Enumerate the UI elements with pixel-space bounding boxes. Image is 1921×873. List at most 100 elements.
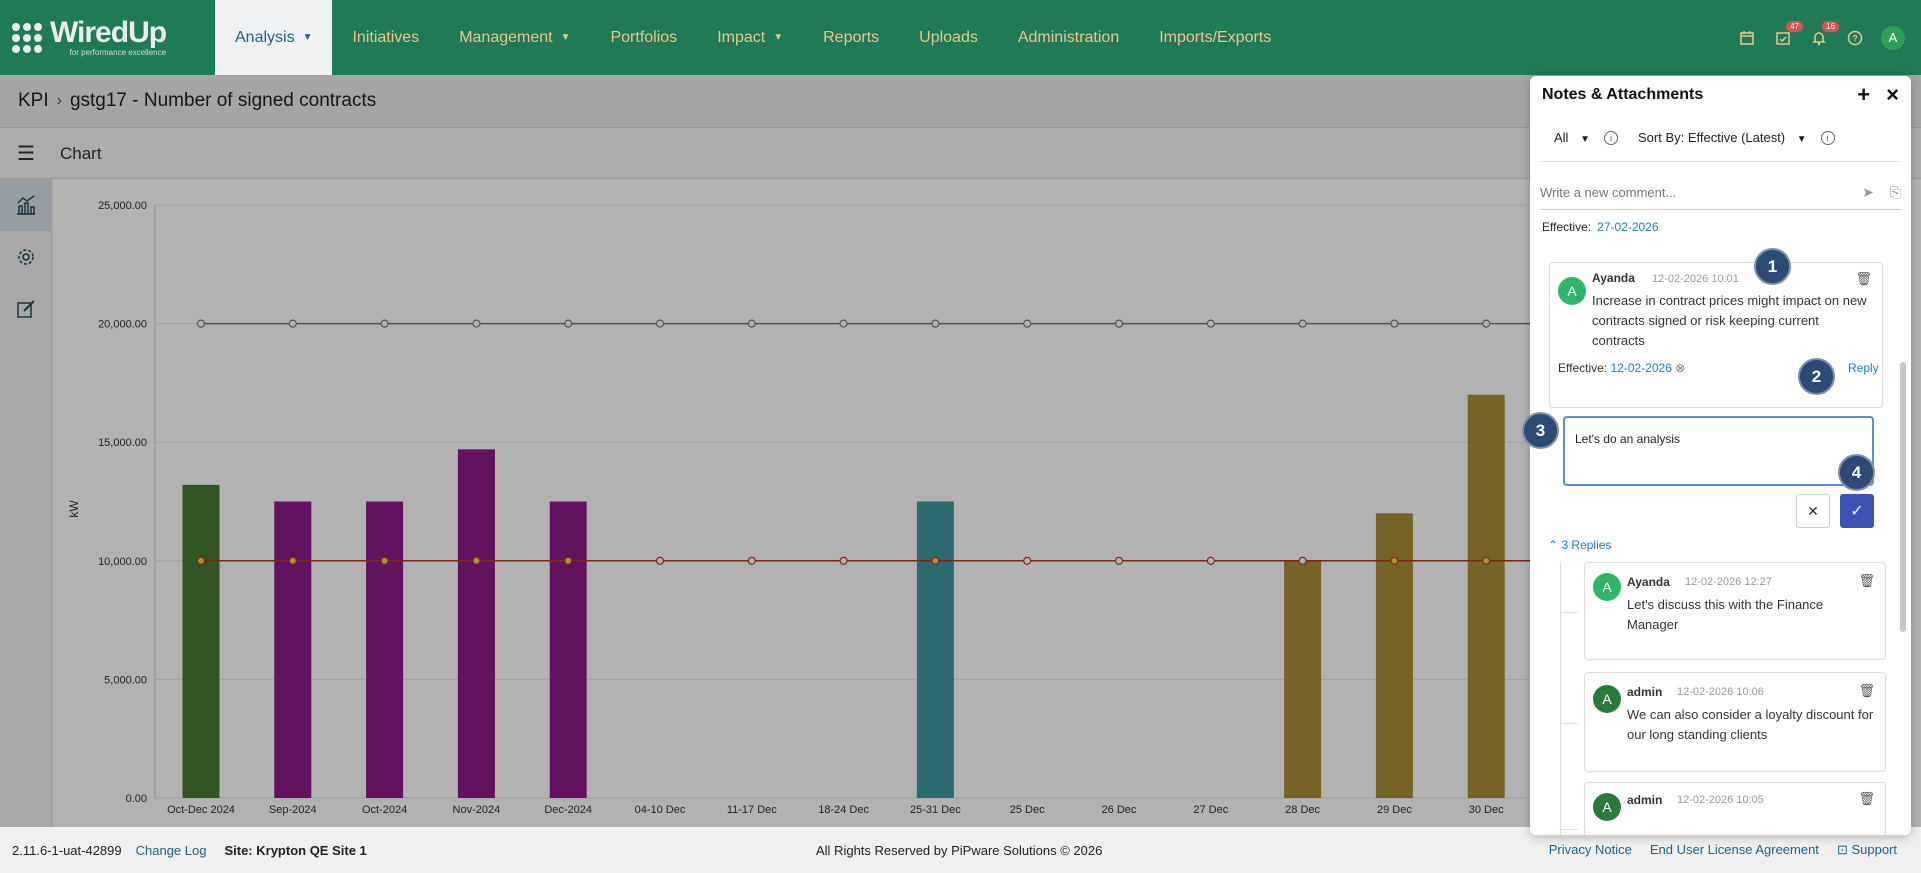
cancel-reply-button[interactable]: ✕	[1796, 494, 1830, 528]
panel-scrollbar[interactable]	[1899, 262, 1907, 835]
nav-reports[interactable]: Reports	[803, 0, 899, 75]
chevron-up-icon: ⌃	[1548, 538, 1562, 552]
y-tick-label: 10,000.00	[98, 556, 147, 568]
filter-select[interactable]: All ▼	[1554, 130, 1590, 145]
nav-management-label: Management	[459, 28, 553, 46]
bar	[274, 501, 312, 798]
nav-initiatives-label: Initiatives	[352, 28, 420, 46]
nav-portfolios[interactable]: Portfolios	[590, 0, 697, 75]
nav-portfolios-label: Portfolios	[610, 28, 678, 46]
changelog-link[interactable]: Change Log	[135, 842, 207, 858]
scrollbar-thumb[interactable]	[1900, 362, 1906, 632]
tasks-icon[interactable]: 47	[1773, 20, 1803, 48]
x-tick-label: Nov-2024	[453, 804, 501, 816]
note-effective: Effective: 12-02-2026 ⊗	[1558, 361, 1685, 375]
add-icon[interactable]: +	[1857, 82, 1871, 107]
trash-icon[interactable]: 🗑	[1858, 683, 1875, 698]
panel-header: Notes & Attachments + ×	[1530, 76, 1911, 114]
line-point	[380, 556, 389, 565]
send-icon[interactable]: ➤	[1862, 184, 1874, 200]
sort-value: Sort By: Effective (Latest)	[1637, 130, 1786, 145]
new-comment-field[interactable]: Write a new comment... ➤ ⎘	[1540, 176, 1901, 210]
x-tick-label: 28 Dec	[1285, 804, 1320, 816]
line-point	[931, 319, 940, 328]
submit-reply-button[interactable]: ✓	[1840, 494, 1874, 528]
x-tick-label: 27 Dec	[1193, 804, 1228, 816]
line-point	[747, 556, 756, 565]
clear-date-icon[interactable]: ⊗	[1675, 361, 1686, 375]
nav-impact[interactable]: Impact ▼	[697, 0, 803, 75]
line-point	[1023, 319, 1032, 328]
user-avatar[interactable]: A	[1881, 25, 1905, 50]
x-tick-label: 04-10 Dec	[635, 804, 686, 816]
brand-tagline: for performance excellence	[69, 48, 167, 57]
reply-time: 12-02-2026 10:06	[1677, 686, 1764, 698]
info-icon[interactable]: i	[1603, 130, 1618, 145]
breadcrumb-root[interactable]: KPI	[18, 90, 49, 111]
reply-author: Ayanda	[1627, 575, 1670, 589]
app-version: 2.11.6-1-uat-42899	[12, 842, 122, 858]
notes-list[interactable]: A Ayanda 12-02-2026 10:01 🗑 Increase in …	[1530, 262, 1901, 835]
avatar: A	[1558, 277, 1586, 305]
trash-icon[interactable]: 🗑	[1855, 271, 1872, 286]
menu-icon[interactable]: ☰	[17, 143, 35, 165]
brand-logo[interactable]: WiredUp for performance excellence	[0, 0, 215, 75]
eula-link[interactable]: End User License Agreement	[1649, 842, 1819, 857]
reply-body: We can also consider a loyalty discount …	[1627, 707, 1874, 742]
chart-view-icon[interactable]	[0, 179, 52, 231]
close-icon[interactable]: ×	[1886, 82, 1899, 107]
note-time: 12-02-2026 10:01	[1652, 273, 1739, 285]
nav-administration[interactable]: Administration	[998, 0, 1139, 75]
side-rail	[0, 179, 52, 827]
caret-down-icon: ▼	[302, 32, 313, 43]
chevron-right-icon: ›	[56, 92, 62, 109]
line-point	[747, 319, 756, 328]
y-tick-label: 5,000.00	[104, 674, 147, 686]
top-navbar: WiredUp for performance excellence Analy…	[0, 0, 1921, 75]
reply-time: 12-02-2026 12:27	[1685, 576, 1772, 588]
edit-icon[interactable]	[0, 283, 52, 335]
effective-date[interactable]: 27-02-2026	[1597, 220, 1659, 234]
reply-input[interactable]: Let's do an analysis	[1563, 416, 1874, 486]
nav-uploads[interactable]: Uploads	[899, 0, 998, 75]
note-card: A Ayanda 12-02-2026 10:01 🗑 Increase in …	[1549, 262, 1883, 408]
line-point	[1482, 556, 1491, 565]
y-tick-label: 25,000.00	[98, 200, 147, 212]
line-point	[655, 319, 665, 328]
line-point	[655, 556, 665, 565]
note-effective-label: Effective:	[1558, 361, 1608, 375]
sort-select[interactable]: Sort By: Effective (Latest) ▼	[1638, 130, 1807, 145]
settings-gear-icon[interactable]	[0, 231, 52, 283]
nav-initiatives[interactable]: Initiatives	[332, 0, 439, 75]
support-link[interactable]: ⊡ Support	[1837, 842, 1897, 858]
nav-management[interactable]: Management ▼	[439, 0, 590, 75]
note-effective-date[interactable]: 12-02-2026	[1610, 361, 1672, 375]
nav-impact-label: Impact	[717, 28, 766, 46]
view-title: Chart	[60, 143, 102, 163]
nav-imports-exports[interactable]: Imports/Exports	[1139, 0, 1291, 75]
privacy-link[interactable]: Privacy Notice	[1548, 842, 1632, 857]
support-label: Support	[1851, 842, 1897, 857]
trash-icon[interactable]: 🗑	[1858, 791, 1875, 806]
reply-button[interactable]: Reply	[1848, 361, 1879, 375]
help-icon[interactable]: ?	[1845, 28, 1865, 48]
info-icon[interactable]: i	[1820, 130, 1835, 145]
calendar-icon[interactable]	[1737, 28, 1757, 48]
x-tick-label: 30 Dec	[1469, 804, 1504, 816]
nav-reports-label: Reports	[823, 28, 880, 46]
brand-name: WiredUp	[50, 16, 167, 49]
attach-icon[interactable]: ⎘	[1889, 184, 1901, 200]
line-point	[1206, 556, 1215, 565]
copyright: All Rights Reserved by PiPware Solutions…	[816, 842, 1103, 858]
main-menu: Analysis ▼ Initiatives Management ▼ Portfo…	[215, 0, 1291, 75]
nav-analysis[interactable]: Analysis ▼	[215, 0, 333, 75]
site-name: Site: Krypton QE Site 1	[224, 842, 367, 858]
replies-toggle[interactable]: ⌃ 3 Replies	[1548, 538, 1611, 552]
thread-tick	[1560, 829, 1578, 830]
bar	[1375, 513, 1413, 798]
nav-administration-label: Administration	[1017, 28, 1120, 46]
trash-icon[interactable]: 🗑	[1858, 573, 1875, 588]
bell-icon[interactable]: 16	[1809, 20, 1839, 48]
line-point	[931, 556, 940, 565]
svg-text:?: ?	[1852, 33, 1858, 43]
